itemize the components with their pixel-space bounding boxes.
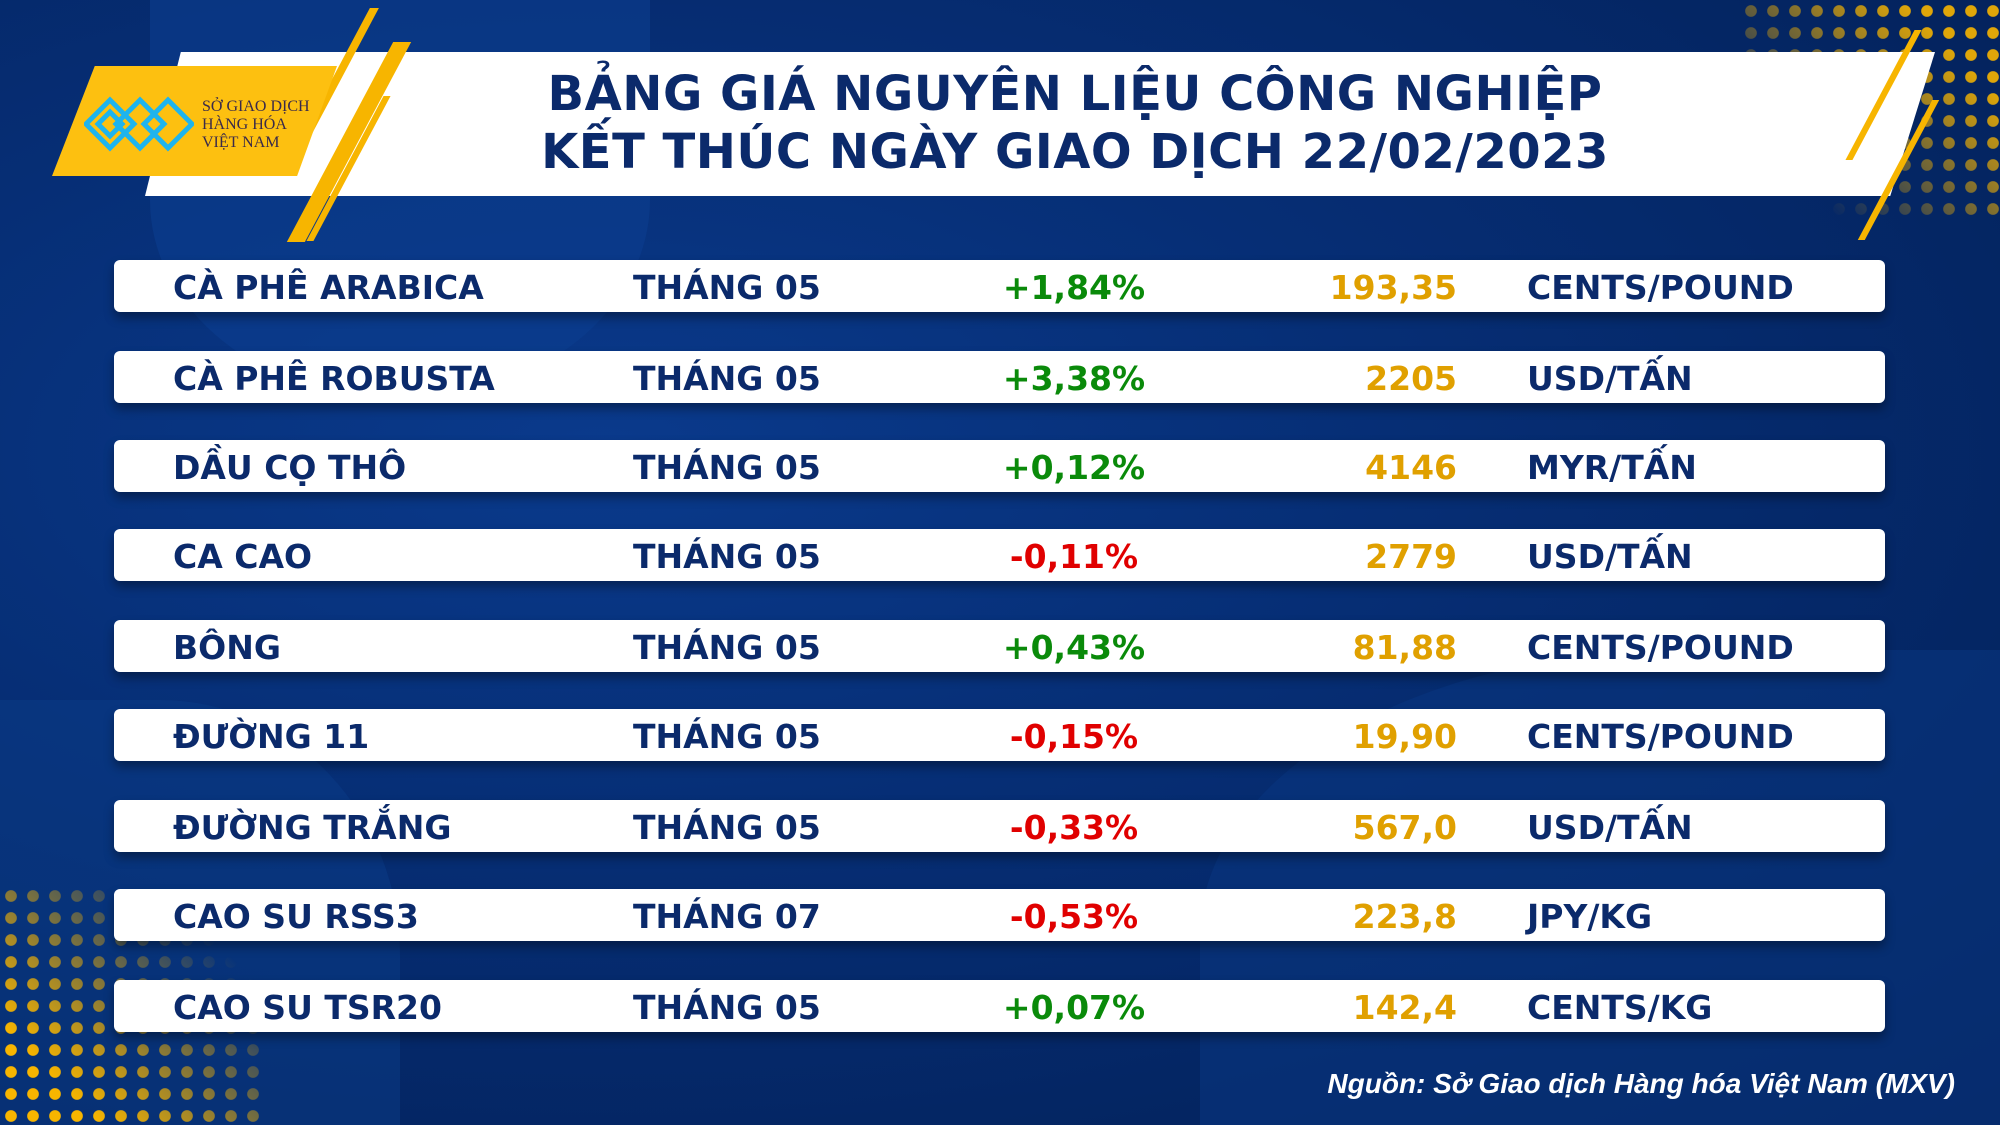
price-value: 19,90 [1352,717,1457,756]
table-row: BÔNG THÁNG 05 +0,43% 81,88 CENTS/POUND [114,620,1885,672]
price-value: 193,35 [1329,268,1457,307]
price-value: 2779 [1365,537,1457,576]
price-unit: MYR/TẤN [1527,448,1697,487]
commodity-name: CAO SU TSR20 [173,988,442,1027]
table-row: DẦU CỌ THÔ THÁNG 05 +0,12% 4146 MYR/TẤN [114,440,1885,492]
price-unit: CENTS/POUND [1527,628,1794,667]
commodity-name: ĐƯỜNG TRẮNG [173,808,452,847]
table-row: CA CAO THÁNG 05 -0,11% 2779 USD/TẤN [114,529,1885,581]
logo-line: HÀNG HÓA [202,116,287,133]
price-change: +0,07% [1002,988,1146,1027]
price-change: -0,15% [1009,717,1139,756]
price-unit: CENTS/KG [1527,988,1713,1027]
contract-month: THÁNG 05 [633,448,821,487]
commodity-name: ĐƯỜNG 11 [173,717,370,756]
commodity-name: BÔNG [173,628,281,667]
price-value: 81,88 [1352,628,1457,667]
price-value: 223,8 [1352,897,1457,936]
commodity-name: CA CAO [173,537,313,576]
logo-text: SỞ GIAO DỊCH HÀNG HÓA VIỆT NAM [202,98,310,152]
contract-month: THÁNG 05 [633,628,821,667]
price-change: +0,43% [1002,628,1146,667]
price-unit: USD/TẤN [1527,537,1693,576]
price-value: 567,0 [1352,808,1457,847]
source-note: Nguồn: Sở Giao dịch Hàng hóa Việt Nam (M… [1327,1068,1955,1099]
price-value: 142,4 [1352,988,1457,1027]
commodity-name: DẦU CỌ THÔ [173,448,407,487]
price-change: -0,53% [1009,897,1139,936]
commodity-name: CÀ PHÊ ARABICA [173,268,484,307]
contract-month: THÁNG 05 [633,359,821,398]
contract-month: THÁNG 07 [633,897,821,936]
price-value: 4146 [1365,448,1457,487]
price-unit: CENTS/POUND [1527,268,1794,307]
contract-month: THÁNG 05 [633,988,821,1027]
commodity-name: CÀ PHÊ ROBUSTA [173,359,495,398]
contract-month: THÁNG 05 [633,268,821,307]
contract-month: THÁNG 05 [633,808,821,847]
price-value: 2205 [1365,359,1457,398]
price-change: +0,12% [1002,448,1146,487]
table-row: CAO SU RSS3 THÁNG 07 -0,53% 223,8 JPY/KG [114,889,1885,941]
price-unit: JPY/KG [1527,897,1653,936]
title-banner [145,52,1935,196]
price-change: -0,33% [1009,808,1139,847]
price-unit: CENTS/POUND [1527,717,1794,756]
logo-line: VIỆT NAM [202,134,280,151]
commodity-name: CAO SU RSS3 [173,897,419,936]
price-unit: USD/TẤN [1527,808,1693,847]
price-change: +3,38% [1002,359,1146,398]
price-change: -0,11% [1009,537,1139,576]
contract-month: THÁNG 05 [633,537,821,576]
table-row: ĐƯỜNG TRẮNG THÁNG 05 -0,33% 567,0 USD/TẤN [114,800,1885,852]
mxv-logo-icon [84,96,194,152]
table-row: CÀ PHÊ ARABICA THÁNG 05 +1,84% 193,35 CENTS/… [114,260,1885,312]
table-row: CÀ PHÊ ROBUSTA THÁNG 05 +3,38% 2205 USD/TẤN [114,351,1885,403]
price-unit: USD/TẤN [1527,359,1693,398]
page-title: BẢNG GIÁ NGUYÊN LIỆU CÔNG NGHIỆP [547,66,1603,122]
page-subtitle: KẾT THÚC NGÀY GIAO DỊCH 22/02/2023 [541,124,1609,180]
logo-line: SỞ GIAO DỊCH [202,98,310,115]
table-row: CAO SU TSR20 THÁNG 05 +0,07% 142,4 CENTS/KG [114,980,1885,1032]
contract-month: THÁNG 05 [633,717,821,756]
price-change: +1,84% [1002,268,1146,307]
table-row: ĐƯỜNG 11 THÁNG 05 -0,15% 19,90 CENTS/POUND [114,709,1885,761]
